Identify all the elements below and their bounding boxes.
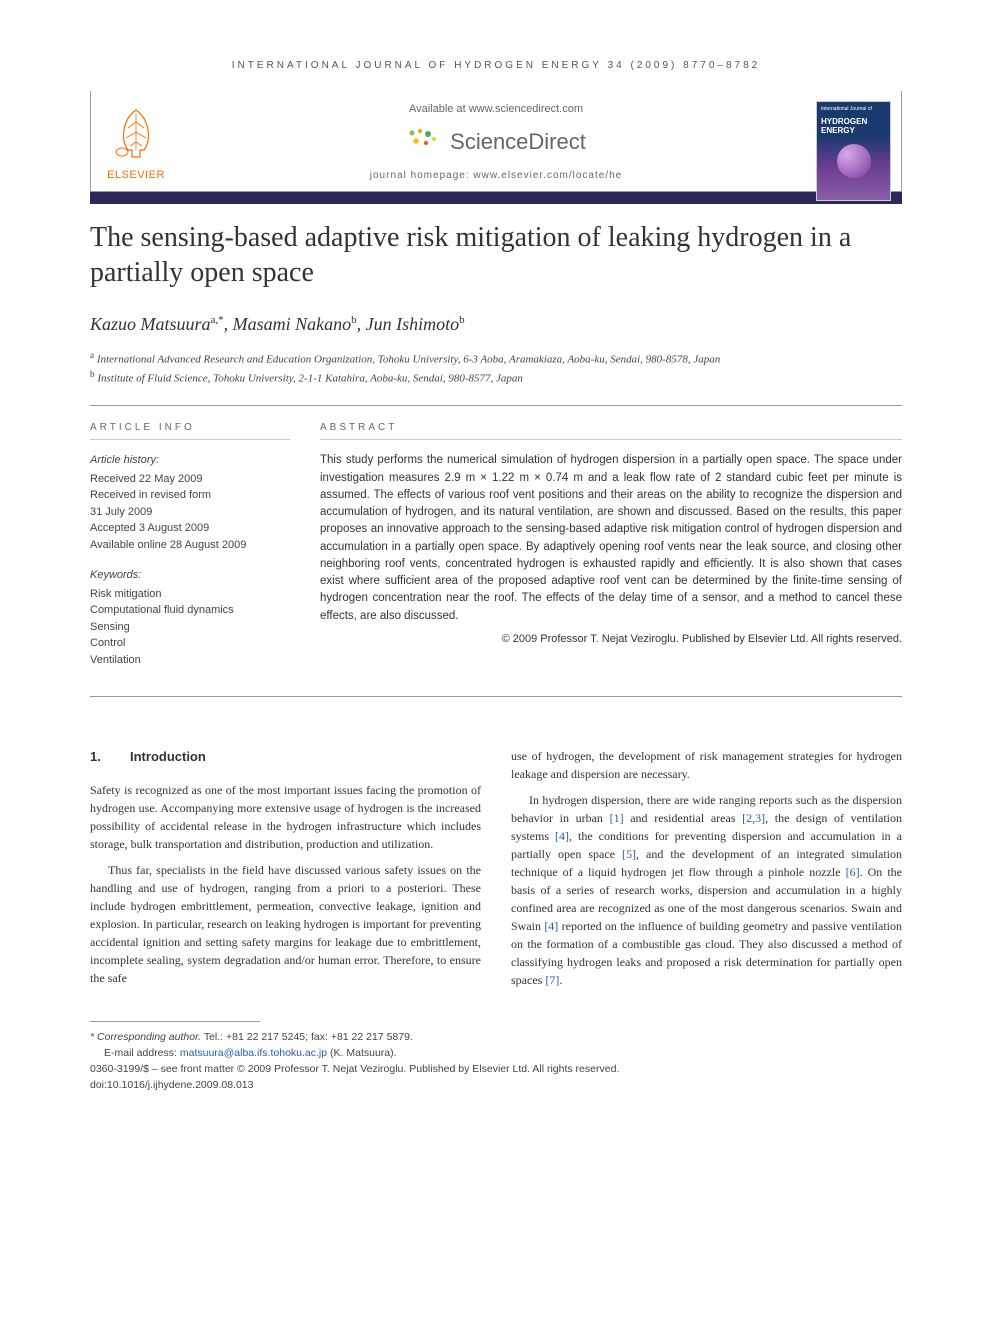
affil-b: Institute of Fluid Science, Tohoku Unive…	[97, 373, 523, 385]
body-columns: 1.Introduction Safety is recognized as o…	[90, 747, 902, 997]
keywords-block: Keywords: Risk mitigation Computational …	[90, 567, 290, 668]
ref-6[interactable]: [6]	[846, 865, 860, 879]
sd-dots-icon	[406, 127, 440, 156]
header-box: ELSEVIER International Journal of HYDROG…	[90, 91, 902, 192]
revised-line2: 31 July 2009	[90, 504, 290, 521]
keyword-5: Ventilation	[90, 652, 290, 669]
journal-homepage-text: journal homepage: www.elsevier.com/locat…	[91, 170, 901, 181]
article-info-heading: ARTICLE INFO	[90, 420, 290, 440]
body-p2: Thus far, specialists in the field have …	[90, 861, 481, 987]
body-col-left: 1.Introduction Safety is recognized as o…	[90, 747, 481, 997]
doi-line: doi:10.1016/j.ijhydene.2009.08.013	[90, 1078, 902, 1094]
elsevier-tree-icon	[106, 102, 166, 162]
elsevier-text: ELSEVIER	[101, 169, 171, 181]
issn-line: 0360-3199/$ – see front matter © 2009 Pr…	[90, 1062, 902, 1078]
section-1-title: Introduction	[130, 749, 206, 764]
abstract-column: ABSTRACT This study performs the numeric…	[320, 420, 902, 682]
online-date: Available online 28 August 2009	[90, 537, 290, 554]
body-p1: Safety is recognized as one of the most …	[90, 781, 481, 853]
p3b-8: .	[559, 973, 562, 987]
ref-2-3[interactable]: [2,3]	[742, 811, 765, 825]
email-tail: (K. Matsuura).	[327, 1047, 396, 1059]
p3b-2: and residential areas	[624, 811, 743, 825]
ref-1[interactable]: [1]	[610, 811, 624, 825]
sciencedirect-logo: ScienceDirect	[91, 127, 901, 156]
author-3: Jun Ishimoto	[366, 314, 460, 334]
keyword-1: Risk mitigation	[90, 586, 290, 603]
history-label: Article history:	[90, 452, 290, 469]
author-2: Masami Nakano	[233, 314, 352, 334]
corresponding-author-tel: Tel.: +81 22 217 5245; fax: +81 22 217 5…	[201, 1031, 413, 1043]
email-label: E-mail address:	[104, 1047, 180, 1059]
affil-b-sup: b	[90, 369, 95, 379]
info-abstract-row: ARTICLE INFO Article history: Received 2…	[90, 405, 902, 697]
p3b-7: reported on the influence of building ge…	[511, 919, 902, 987]
author-1-sup: a,*	[211, 314, 224, 326]
cover-small-text: International Journal of	[821, 106, 886, 112]
ref-4[interactable]: [4]	[555, 829, 569, 843]
journal-cover-thumbnail: International Journal of HYDROGEN ENERGY	[816, 101, 891, 201]
author-1: Kazuo Matsuura	[90, 314, 211, 334]
authors-line: Kazuo Matsuuraa,*, Masami Nakanob, Jun I…	[90, 314, 902, 335]
abstract-copyright: © 2009 Professor T. Nejat Veziroglu. Pub…	[320, 631, 902, 648]
body-p3a: use of hydrogen, the development of risk…	[511, 747, 902, 783]
ref-7[interactable]: [7]	[545, 973, 559, 987]
article-history-block: Article history: Received 22 May 2009 Re…	[90, 452, 290, 553]
keyword-3: Sensing	[90, 619, 290, 636]
ref-5[interactable]: [5]	[622, 847, 636, 861]
received-date: Received 22 May 2009	[90, 471, 290, 488]
accepted-date: Accepted 3 August 2009	[90, 520, 290, 537]
affil-a-sup: a	[90, 350, 94, 360]
footnotes: * Corresponding author. Tel.: +81 22 217…	[90, 1030, 902, 1093]
title-bar	[90, 192, 902, 204]
email-link[interactable]: matsuura@alba.ifs.tohoku.ac.jp	[180, 1047, 327, 1059]
running-head: INTERNATIONAL JOURNAL OF HYDROGEN ENERGY…	[90, 60, 902, 71]
cover-sphere-graphic	[837, 144, 871, 178]
elsevier-logo: ELSEVIER	[101, 102, 171, 181]
author-3-sup: b	[459, 314, 465, 326]
affil-a: International Advanced Research and Educ…	[97, 354, 720, 366]
sciencedirect-text: ScienceDirect	[450, 129, 586, 155]
footnote-separator	[90, 1021, 260, 1022]
author-2-sup: b	[351, 314, 357, 326]
abstract-heading: ABSTRACT	[320, 420, 902, 440]
section-1-num: 1.	[90, 747, 130, 767]
corresponding-author-label: * Corresponding author.	[90, 1031, 201, 1043]
section-1-heading: 1.Introduction	[90, 747, 481, 767]
keyword-4: Control	[90, 635, 290, 652]
body-p3b: In hydrogen dispersion, there are wide r…	[511, 791, 902, 989]
affiliations: a International Advanced Research and Ed…	[90, 349, 902, 387]
article-info-column: ARTICLE INFO Article history: Received 2…	[90, 420, 290, 682]
article-title: The sensing-based adaptive risk mitigati…	[90, 220, 902, 290]
ref-4b[interactable]: [4]	[544, 919, 558, 933]
body-col-right: use of hydrogen, the development of risk…	[511, 747, 902, 997]
abstract-text: This study performs the numerical simula…	[320, 452, 902, 625]
keywords-label: Keywords:	[90, 567, 290, 584]
revised-line1: Received in revised form	[90, 487, 290, 504]
cover-title: HYDROGEN ENERGY	[821, 118, 886, 136]
keyword-2: Computational fluid dynamics	[90, 602, 290, 619]
available-at-text: Available at www.sciencedirect.com	[91, 103, 901, 115]
